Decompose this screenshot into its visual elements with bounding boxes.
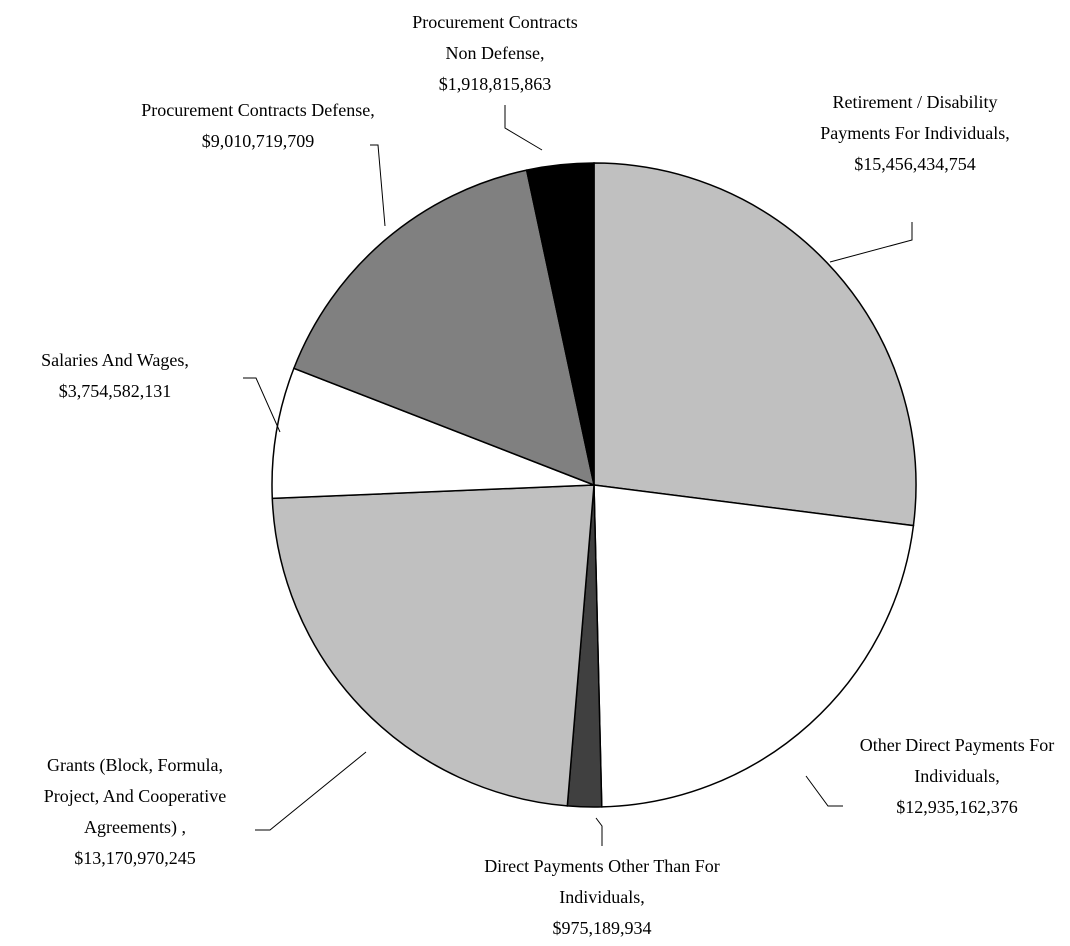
slice-label: Direct Payments Other Than For Individua… — [482, 851, 722, 944]
slice-label: Procurement Contracts Defense, $9,010,719… — [138, 95, 378, 157]
value-label: $9,010,719,709 — [201, 131, 315, 151]
category-label: Procurement Contracts Defense, — [141, 100, 375, 120]
pie-slice — [525, 162, 595, 486]
category-label: Direct Payments Other Than For Individua… — [484, 856, 720, 907]
pie-slice — [271, 484, 595, 807]
category-label: Salaries And Wages, — [41, 350, 189, 370]
pie-slice — [593, 484, 915, 808]
value-label: $15,456,434,754 — [854, 154, 976, 174]
leader-line — [370, 144, 386, 227]
leader-line — [595, 817, 603, 846]
value-label: $13,170,970,245 — [74, 848, 196, 868]
leader-line — [255, 751, 367, 831]
category-label: Grants (Block, Formula, Project, And Coo… — [43, 755, 227, 837]
pie-slice — [593, 162, 917, 527]
pie-slice — [292, 169, 596, 487]
leader-line — [829, 222, 913, 263]
value-label: $12,935,162,376 — [896, 797, 1018, 817]
leader-line — [243, 377, 281, 433]
category-label: Retirement / Disability Payments For Ind… — [820, 92, 1010, 143]
category-label: Other Direct Payments For Individuals, — [859, 735, 1055, 786]
value-label: $1,918,815,863 — [438, 74, 552, 94]
slice-label: Grants (Block, Formula, Project, And Coo… — [25, 750, 245, 874]
slice-label: Salaries And Wages, $3,754,582,131 — [10, 345, 220, 407]
leader-line — [805, 775, 843, 807]
value-label: $3,754,582,131 — [58, 381, 172, 401]
value-label: $975,189,934 — [552, 918, 652, 938]
category-label: Procurement Contracts Non Defense, — [412, 12, 578, 63]
slice-label: Other Direct Payments For Individuals, $1… — [842, 730, 1070, 823]
pie-slice — [271, 367, 595, 500]
slice-label: Retirement / Disability Payments For Ind… — [815, 87, 1015, 180]
slice-label: Procurement Contracts Non Defense, $1,918… — [395, 7, 595, 100]
leader-line — [504, 105, 543, 151]
